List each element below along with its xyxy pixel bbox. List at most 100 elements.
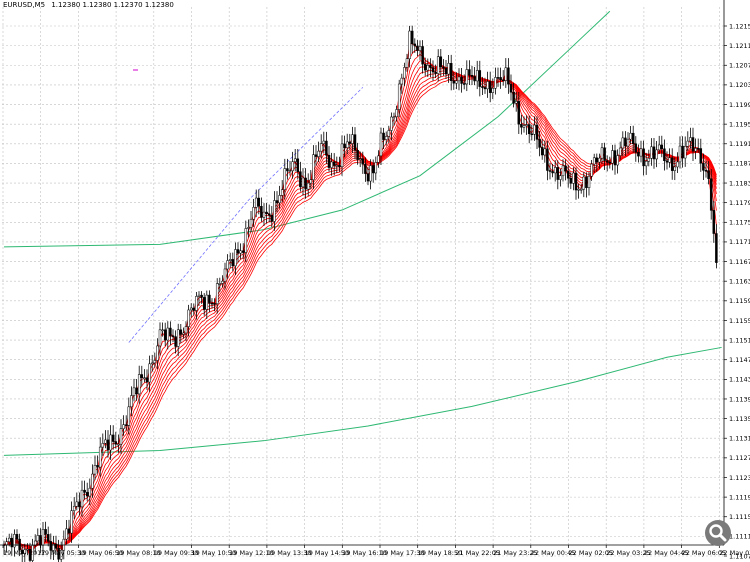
candle-body — [470, 75, 474, 77]
x-tick-label: 19 May 05:30 — [41, 549, 86, 557]
candle-body — [210, 302, 214, 305]
candle-body — [236, 249, 240, 254]
candle-body — [23, 549, 27, 554]
candle-body — [657, 144, 661, 151]
candle-body — [624, 137, 627, 147]
candle-body — [569, 178, 573, 184]
candle-body — [306, 182, 310, 190]
candle-body — [179, 329, 183, 335]
candle-body — [546, 148, 549, 171]
y-tick-label: 1.11835 — [729, 179, 750, 187]
candle-body — [351, 134, 354, 144]
candle-body — [423, 63, 427, 71]
candle-body — [488, 81, 492, 93]
candle-body — [405, 58, 409, 68]
x-tick-label: 21 May 23:25 — [493, 549, 538, 557]
candle-body — [663, 148, 666, 161]
candle-body — [44, 529, 47, 535]
candle-body — [647, 158, 651, 162]
x-tick-label: 19 May 09:30 — [154, 549, 199, 557]
candle-body — [111, 434, 115, 442]
candle-body — [130, 395, 133, 408]
candle-body — [174, 336, 177, 347]
candle-body — [215, 283, 219, 305]
candle-body — [382, 132, 385, 140]
candle-body — [260, 206, 263, 218]
candle-body — [702, 163, 705, 171]
y-tick-label: 1.11955 — [729, 120, 750, 128]
x-tick-label: 19 May 2017 — [3, 549, 45, 557]
x-tick-label: 19 May 13:30 — [267, 549, 312, 557]
candle-body — [616, 155, 619, 166]
candle-body — [429, 64, 432, 68]
candle-body — [195, 296, 198, 311]
candle-body — [517, 101, 521, 125]
candle-body — [377, 155, 380, 163]
candle-body — [631, 132, 635, 144]
chart-grid — [2, 7, 724, 557]
candle-body — [67, 528, 71, 534]
long-ma-upper — [3, 10, 611, 248]
y-tick-label: 1.12075 — [729, 62, 750, 70]
candle-body — [296, 158, 300, 172]
candle-body — [275, 200, 279, 204]
candle-body — [293, 158, 297, 162]
candle-body — [57, 548, 60, 560]
candle-body — [39, 535, 42, 546]
candle-body — [140, 374, 144, 379]
x-tick-label: 19 May 12:10 — [229, 549, 274, 557]
candle-body — [239, 250, 242, 254]
chart-title: EURUSD,M5 1.12380 1.12380 1.12370 1.1238… — [3, 1, 174, 9]
candle-body — [579, 188, 583, 191]
candle-body — [184, 326, 188, 334]
candle-body — [642, 148, 645, 167]
candle-body — [98, 446, 102, 468]
candle-body — [156, 345, 159, 361]
candle-body — [561, 165, 565, 177]
y-tick-label: 1.11355 — [729, 415, 750, 423]
candle-body — [72, 506, 76, 511]
candle-body — [600, 147, 604, 159]
candle-body — [221, 280, 224, 284]
candle-body — [507, 67, 510, 85]
candle-body — [709, 178, 713, 211]
y-tick-label: 1.11635 — [729, 277, 750, 285]
y-tick-label: 1.11675 — [729, 258, 750, 266]
candle-body — [85, 492, 89, 497]
candle-body — [270, 215, 274, 222]
candle-body — [332, 161, 336, 166]
candle-body — [509, 83, 513, 93]
candle-body — [135, 387, 138, 395]
candle-body — [91, 473, 94, 489]
candle-body — [54, 543, 58, 549]
y-tick-label: 1.11195 — [729, 493, 750, 501]
candle-body — [512, 91, 515, 104]
candle-body — [247, 227, 250, 229]
candle-body — [49, 541, 53, 551]
candle-body — [644, 160, 648, 167]
candle-body — [574, 172, 578, 191]
candle-body — [676, 161, 679, 168]
candle-body — [286, 168, 289, 172]
candle-body — [158, 329, 162, 347]
candle-body — [119, 428, 123, 445]
candle-body — [153, 360, 157, 364]
candle-body — [20, 549, 24, 554]
candle-body — [556, 167, 560, 180]
candle-body — [176, 329, 180, 347]
candle-body — [132, 387, 136, 396]
candle-body — [93, 465, 97, 475]
candle-body — [345, 141, 349, 148]
candle-body — [431, 67, 435, 73]
magnifier-zoom-icon[interactable] — [705, 520, 731, 546]
candle-body — [148, 363, 151, 383]
candle-body — [426, 64, 430, 71]
candle-body — [413, 43, 417, 47]
candle-body — [208, 294, 211, 304]
candle-body — [468, 69, 471, 76]
x-tick-label: 19 May 16:10 — [342, 549, 387, 557]
candle-body — [143, 377, 146, 379]
